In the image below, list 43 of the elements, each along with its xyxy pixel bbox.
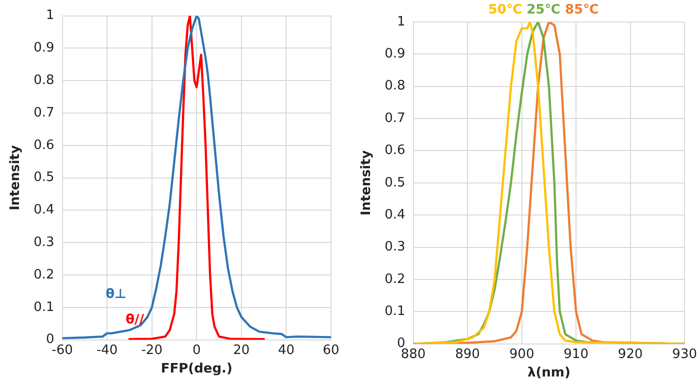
y-tick-label: 0.6 <box>384 143 406 158</box>
y-tick-label: 0.8 <box>384 78 406 94</box>
x-tick-label: 930 <box>672 346 698 362</box>
y-tick-label: 0.5 <box>34 170 54 186</box>
y-tick-label: 0.8 <box>34 72 54 88</box>
y-tick-label: 1 <box>396 14 406 30</box>
x-axis-title: λ(nm) <box>527 366 570 381</box>
y-tick-label: 0.5 <box>384 175 406 190</box>
x-tick-label: 920 <box>618 346 643 362</box>
y-tick-label: 0.7 <box>34 105 54 120</box>
y-tick-label: 0.4 <box>34 202 54 218</box>
x-tick-label: 40 <box>278 342 294 358</box>
x-axis-title: FFP(deg.) <box>160 362 232 377</box>
x-tick-label: -20 <box>141 342 162 358</box>
y-tick-label: 0.1 <box>384 304 406 319</box>
y-tick-label: 0 <box>46 332 54 348</box>
y-tick-label: 0.9 <box>34 40 54 56</box>
x-tick-label: 0 <box>192 342 201 358</box>
x-tick-label: 890 <box>455 346 480 362</box>
y-tick-label: 0.3 <box>34 234 54 250</box>
series-label: 85℃ <box>564 2 599 18</box>
y-axis-title: Intensity <box>359 150 374 216</box>
y-tick-label: 0.7 <box>384 110 406 126</box>
y-tick-label: 0.4 <box>384 207 406 222</box>
y-tick-label: 0.2 <box>34 267 54 282</box>
x-tick-label: 900 <box>509 346 534 362</box>
x-tick-label: 880 <box>400 346 426 362</box>
series-label: θ// <box>126 312 144 328</box>
y-tick-label: 0.1 <box>34 300 54 315</box>
x-tick-label: 910 <box>564 346 588 362</box>
x-tick-label: 60 <box>322 342 340 358</box>
y-axis-title: Intensity <box>8 144 24 210</box>
x-tick-label: -40 <box>96 342 118 358</box>
y-tick-label: 0.3 <box>384 240 406 255</box>
series-label: θ⊥ <box>106 286 126 302</box>
x-tick-label: -60 <box>52 342 73 358</box>
y-tick-label: 0.2 <box>384 272 406 287</box>
y-tick-label: 1 <box>46 8 54 24</box>
y-tick-label: 0.9 <box>384 46 406 62</box>
series-label: 50℃ <box>488 2 522 18</box>
y-tick-label: 0.6 <box>34 138 54 153</box>
x-tick-label: 20 <box>233 342 250 358</box>
series-label: 25℃ <box>526 2 560 18</box>
